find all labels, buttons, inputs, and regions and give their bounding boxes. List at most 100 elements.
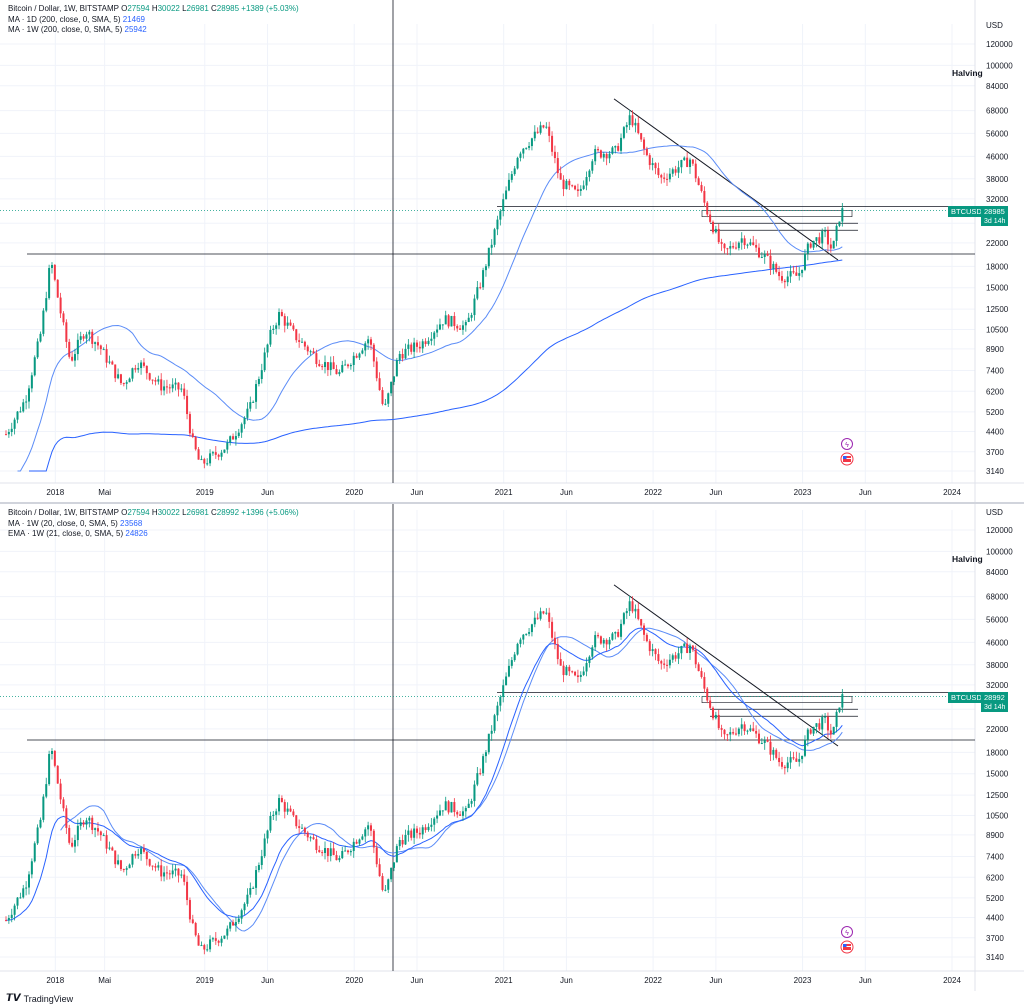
candle[interactable]	[369, 336, 373, 351]
candle[interactable]	[62, 797, 65, 812]
candle[interactable]	[427, 823, 430, 832]
candle[interactable]	[576, 669, 579, 683]
candle[interactable]	[689, 643, 692, 660]
candle[interactable]	[502, 193, 505, 217]
candle[interactable]	[418, 341, 421, 353]
candle[interactable]	[344, 359, 347, 366]
candle[interactable]	[760, 252, 763, 259]
candle[interactable]	[137, 848, 140, 859]
candle[interactable]	[599, 149, 602, 159]
candle[interactable]	[812, 240, 815, 251]
candle[interactable]	[252, 400, 255, 404]
candle[interactable]	[522, 633, 525, 645]
candle[interactable]	[117, 368, 120, 380]
candle[interactable]	[634, 604, 637, 619]
candle[interactable]	[306, 830, 309, 842]
candle[interactable]	[778, 751, 781, 767]
candle[interactable]	[821, 714, 824, 735]
candle[interactable]	[605, 638, 608, 652]
candle[interactable]	[255, 379, 258, 409]
candle[interactable]	[815, 723, 818, 734]
candle[interactable]	[174, 864, 177, 877]
candle[interactable]	[209, 935, 212, 953]
candle[interactable]	[142, 844, 145, 854]
candle[interactable]	[447, 314, 450, 329]
candle[interactable]	[7, 428, 10, 438]
candle[interactable]	[211, 936, 214, 942]
candle[interactable]	[424, 338, 427, 347]
candle[interactable]	[384, 884, 387, 892]
candle[interactable]	[838, 221, 841, 228]
candle[interactable]	[387, 878, 390, 894]
candle[interactable]	[295, 328, 298, 343]
candle[interactable]	[111, 846, 114, 851]
candle[interactable]	[574, 670, 577, 677]
candle[interactable]	[381, 873, 384, 892]
candle[interactable]	[263, 833, 266, 859]
candle[interactable]	[502, 679, 505, 703]
candle[interactable]	[456, 810, 459, 818]
candle[interactable]	[25, 395, 28, 410]
candle[interactable]	[694, 159, 697, 183]
candle[interactable]	[729, 727, 732, 742]
candle[interactable]	[7, 914, 10, 924]
candle[interactable]	[496, 215, 499, 236]
candle[interactable]	[487, 733, 490, 755]
candle[interactable]	[720, 724, 723, 737]
candle[interactable]	[99, 830, 102, 841]
candle[interactable]	[490, 239, 493, 255]
candle[interactable]	[372, 828, 375, 854]
candle[interactable]	[410, 342, 413, 355]
candle[interactable]	[50, 262, 53, 274]
candle[interactable]	[637, 602, 640, 621]
candle[interactable]	[459, 325, 462, 331]
candle[interactable]	[407, 339, 410, 356]
candle[interactable]	[792, 265, 795, 275]
candle[interactable]	[654, 648, 657, 661]
candle[interactable]	[197, 933, 200, 946]
candle[interactable]	[157, 861, 160, 871]
candle[interactable]	[131, 367, 134, 382]
candle[interactable]	[723, 243, 726, 254]
candle[interactable]	[714, 225, 717, 234]
candle[interactable]	[519, 637, 522, 648]
candle[interactable]	[732, 242, 735, 250]
candle[interactable]	[237, 428, 240, 439]
candle[interactable]	[344, 845, 347, 852]
candle[interactable]	[824, 226, 827, 238]
candle[interactable]	[102, 833, 105, 837]
candle[interactable]	[392, 862, 395, 872]
candle[interactable]	[85, 817, 88, 830]
candle[interactable]	[528, 141, 531, 151]
candle[interactable]	[180, 870, 183, 879]
candle[interactable]	[269, 811, 272, 833]
candle[interactable]	[140, 360, 143, 375]
candle[interactable]	[13, 417, 16, 435]
candle[interactable]	[473, 294, 476, 321]
candle[interactable]	[749, 724, 752, 732]
candle[interactable]	[232, 919, 235, 926]
candle[interactable]	[145, 851, 148, 866]
candle[interactable]	[318, 359, 321, 367]
candle[interactable]	[82, 819, 85, 828]
candle[interactable]	[752, 235, 755, 246]
candle[interactable]	[806, 241, 809, 261]
candle[interactable]	[597, 632, 600, 639]
candle[interactable]	[16, 897, 19, 910]
candle[interactable]	[321, 849, 324, 857]
candle[interactable]	[395, 843, 398, 863]
candle[interactable]	[743, 721, 746, 735]
candle[interactable]	[226, 925, 229, 940]
candle[interactable]	[734, 241, 737, 250]
candle[interactable]	[171, 864, 174, 879]
candle[interactable]	[30, 858, 33, 879]
candle[interactable]	[608, 150, 611, 164]
candle[interactable]	[803, 249, 806, 272]
lightning-event-icon[interactable]: ϟ	[841, 438, 853, 450]
candle[interactable]	[125, 380, 128, 390]
candle[interactable]	[117, 854, 120, 866]
candle[interactable]	[697, 662, 700, 672]
candle[interactable]	[292, 809, 295, 818]
candle[interactable]	[324, 355, 327, 374]
candle[interactable]	[321, 363, 324, 371]
